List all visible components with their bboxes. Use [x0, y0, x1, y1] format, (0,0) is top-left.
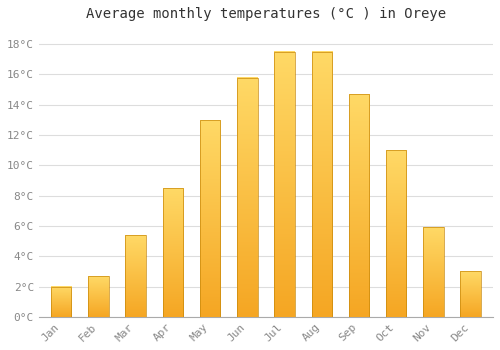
Bar — [126, 235, 146, 317]
Bar — [200, 120, 220, 317]
Bar — [349, 94, 370, 317]
Bar — [51, 287, 72, 317]
Title: Average monthly temperatures (°C ) in Oreye: Average monthly temperatures (°C ) in Or… — [86, 7, 446, 21]
Bar — [162, 188, 183, 317]
Bar — [274, 52, 295, 317]
Bar — [88, 276, 108, 317]
Bar — [237, 77, 258, 317]
Bar — [460, 271, 481, 317]
Bar — [423, 228, 444, 317]
Bar — [386, 150, 406, 317]
Bar — [312, 52, 332, 317]
